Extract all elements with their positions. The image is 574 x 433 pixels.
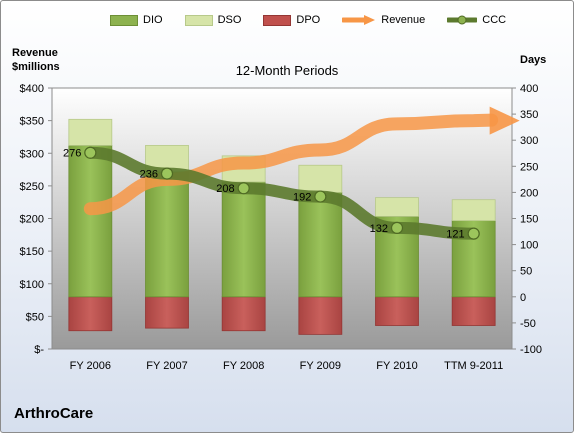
- right-axis-title: Days: [520, 54, 547, 66]
- legend-label-dio: DIO: [143, 14, 163, 26]
- legend-item-revenue: Revenue: [342, 14, 425, 26]
- left-axis-tick-label: $400: [20, 83, 44, 95]
- right-axis-tick-label: -50: [520, 318, 536, 330]
- plot-area: [51, 87, 513, 350]
- legend-label-ccc: CCC: [482, 14, 507, 26]
- bar-dio: [298, 191, 343, 298]
- ccc-data-label: 276: [63, 148, 81, 160]
- bar-dpo: [451, 296, 496, 326]
- left-axis-tick-label: $300: [20, 148, 44, 160]
- x-axis-tick-label: TTM 9-2011: [444, 360, 503, 372]
- legend-swatch-revenue: [342, 15, 376, 25]
- bar-dso: [298, 164, 343, 193]
- x-axis-tick-label: FY 2006: [70, 360, 111, 372]
- bar-dio: [68, 145, 113, 298]
- left-axis-tick-label: $-: [34, 344, 44, 356]
- legend-label-dpo: DPO: [296, 14, 321, 26]
- right-axis-tick-label: 150: [520, 214, 538, 226]
- legend: DIO DSO DPO Revenue CCC: [110, 14, 506, 26]
- right-axis-tick-label: 250: [520, 161, 538, 173]
- left-axis-title-line2: $millions: [12, 61, 60, 73]
- right-axis-tick-label: 100: [520, 240, 538, 252]
- bar-dio: [145, 171, 189, 298]
- right-axis-tick-label: 0: [520, 292, 526, 304]
- ccc-point: [390, 221, 404, 234]
- left-axis-tick-label: $200: [20, 214, 44, 226]
- bar-dso: [68, 118, 113, 146]
- right-axis-tick-label: 350: [520, 109, 538, 121]
- company-name: ArthroCare: [14, 405, 94, 422]
- right-axis-tick-label: 50: [520, 266, 532, 278]
- ccc-point: [237, 182, 250, 195]
- bar-dso: [451, 199, 496, 221]
- ccc-data-label: 236: [140, 169, 158, 181]
- bar-dpo: [298, 296, 343, 335]
- ccc-point: [84, 146, 97, 159]
- left-axis-title-line1: Revenue: [12, 47, 58, 59]
- legend-swatch-dpo: [263, 14, 292, 26]
- right-axis-tick-label: 200: [520, 187, 538, 199]
- left-axis-tick-label: $50: [26, 311, 44, 323]
- right-axis-tick-label: -100: [520, 344, 542, 356]
- x-axis-tick-label: FY 2007: [146, 360, 187, 372]
- bar-dpo: [68, 296, 113, 332]
- right-axis-tick-label: 300: [520, 135, 538, 147]
- ccc-data-label: 208: [216, 183, 234, 195]
- left-axis-tick-label: $350: [20, 116, 44, 128]
- legend-swatch-dio: [110, 14, 138, 26]
- left-axis-tick-label: $250: [20, 181, 44, 193]
- legend-label-revenue: Revenue: [381, 14, 426, 26]
- left-axis-title: Revenue $millions: [12, 46, 60, 74]
- x-axis-tick-label: FY 2009: [300, 360, 341, 372]
- bar-dpo: [375, 296, 419, 326]
- x-axis-tick-label: FY 2008: [223, 360, 264, 372]
- ccc-point: [467, 227, 480, 240]
- right-axis-tick-label: 400: [520, 83, 538, 95]
- x-axis-tick-label: FY 2010: [376, 360, 417, 372]
- legend-item-ccc: CCC: [447, 14, 506, 26]
- left-axis-tick-label: $100: [20, 279, 44, 291]
- legend-swatch-dso: [184, 14, 213, 26]
- bar-dso: [375, 197, 419, 217]
- ccc-point: [314, 190, 327, 203]
- revenue-line: [83, 113, 499, 216]
- ccc-line: [84, 146, 480, 240]
- bar-dio: [221, 181, 266, 298]
- ccc-data-label: 192: [293, 192, 311, 204]
- revenue-arrowhead: [489, 106, 520, 135]
- left-axis-tick-label: $150: [20, 246, 44, 258]
- bar-dpo: [221, 296, 266, 332]
- legend-item-dso: DSO: [184, 14, 242, 26]
- ccc-data-label: 132: [370, 223, 388, 235]
- chart-title: 12-Month Periods: [235, 63, 339, 78]
- legend-item-dpo: DPO: [263, 14, 320, 26]
- ccc-point: [160, 167, 174, 180]
- bar-dpo: [145, 296, 189, 329]
- legend-item-dio: DIO: [110, 14, 163, 26]
- ccc-data-label: 121: [446, 229, 464, 241]
- legend-swatch-ccc: [447, 15, 478, 25]
- legend-label-dso: DSO: [217, 14, 242, 26]
